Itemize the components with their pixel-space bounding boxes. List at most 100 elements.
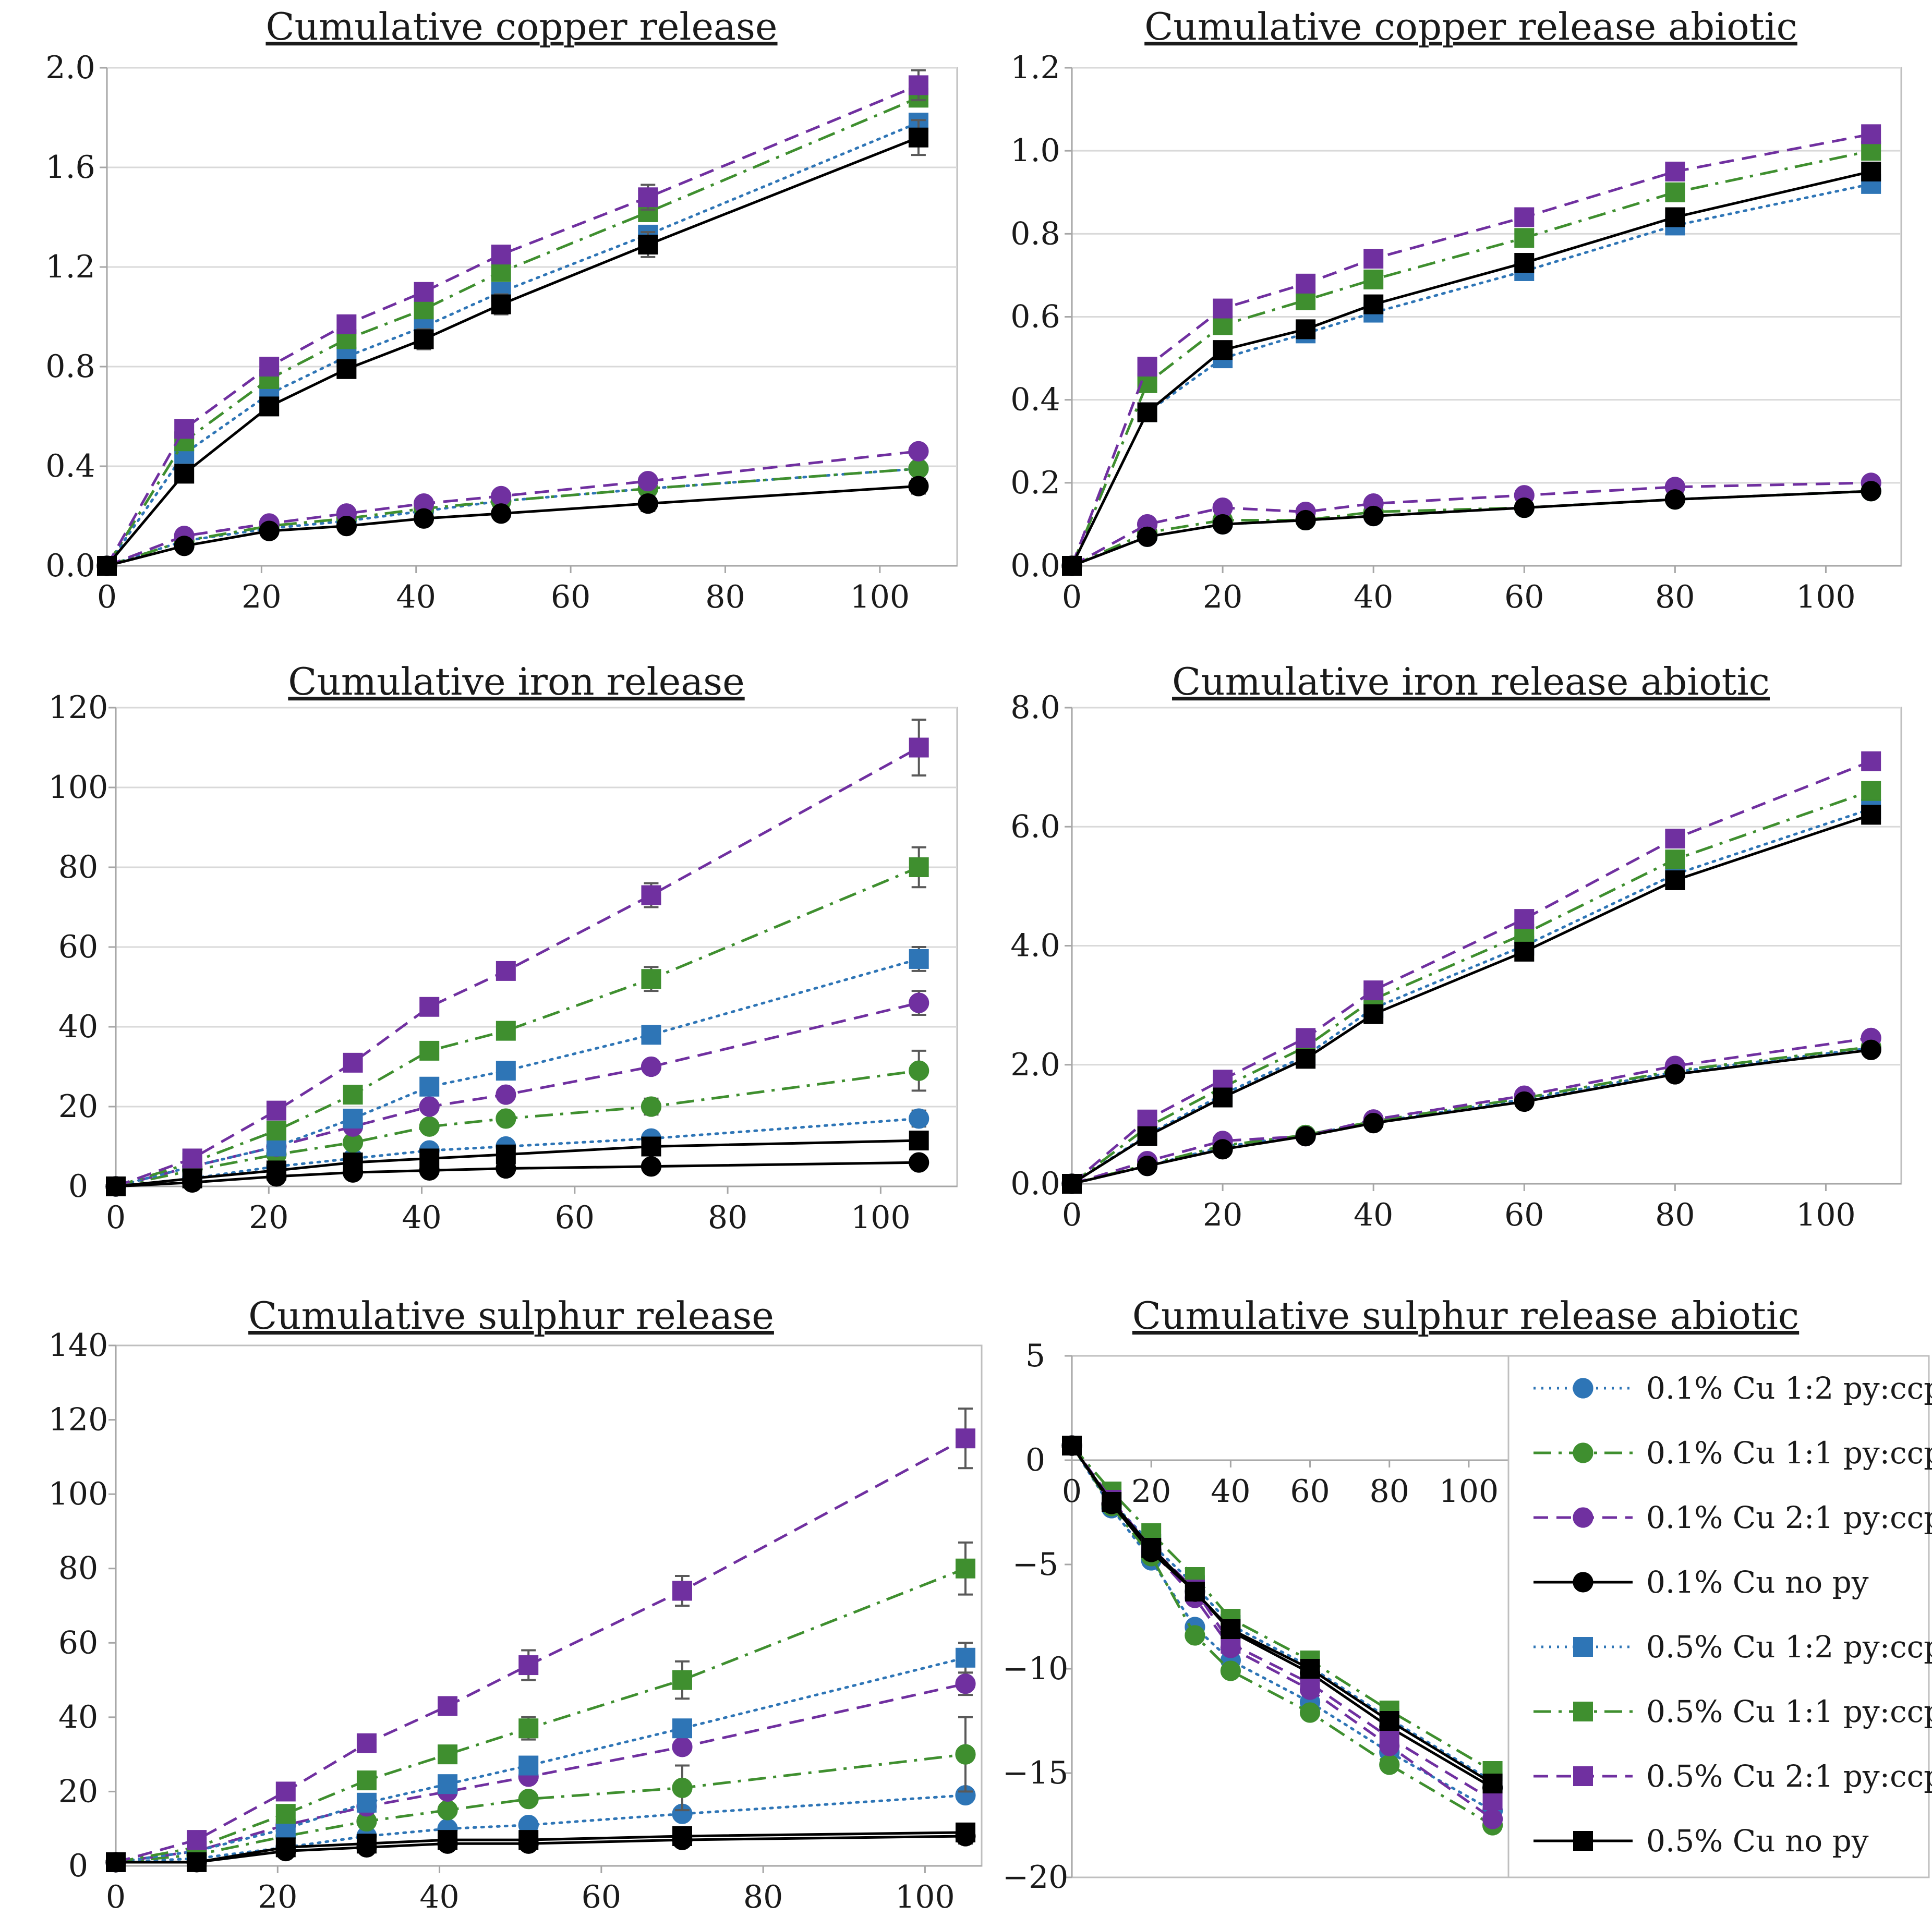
legend-label: 0.1% Cu 1:1 py:ccp — [1646, 1435, 1932, 1471]
y-tick-label: 0.4 — [1010, 382, 1060, 418]
y-tick-label: 0 — [1025, 1442, 1045, 1478]
y-tick-label: 6.0 — [1010, 808, 1060, 845]
y-tick-label: 0.0 — [1010, 548, 1060, 584]
data-point-square — [414, 329, 434, 349]
data-point-square — [1296, 319, 1316, 339]
data-point-circle — [1573, 1442, 1593, 1463]
data-point-square — [1665, 161, 1685, 181]
x-tick-label: 60 — [551, 579, 590, 615]
series-line — [106, 450, 919, 567]
series-0-5-cu-1-2-py-ccp — [1062, 799, 1881, 1194]
data-point-circle — [955, 1673, 976, 1694]
chart-title: Cumulative copper release — [265, 5, 777, 48]
data-point-square — [343, 1052, 363, 1073]
x-tick-label: 100 — [1796, 579, 1856, 615]
data-point-square — [414, 282, 434, 302]
data-point-square — [638, 235, 658, 255]
data-point-square — [438, 1774, 458, 1794]
data-point-circle — [1363, 1112, 1384, 1134]
legend-label: 0.5% Cu 1:2 py:ccp — [1646, 1629, 1932, 1665]
data-point-square — [641, 1025, 661, 1045]
data-point-square — [174, 419, 195, 439]
x-tick-label: 60 — [1504, 579, 1544, 615]
data-point-circle — [1573, 1378, 1593, 1399]
x-tick-label: 100 — [851, 1199, 911, 1236]
x-tick-label: 20 — [1203, 1197, 1242, 1233]
data-point-circle — [491, 503, 512, 524]
data-point-square — [356, 1770, 377, 1791]
x-tick-label: 60 — [555, 1199, 595, 1236]
data-point-square — [419, 1040, 440, 1061]
legend-label: 0.5% Cu no py — [1646, 1823, 1869, 1859]
chart-title: Cumulative sulphur release — [248, 1294, 774, 1338]
y-tick-label: 0.6 — [1010, 299, 1060, 335]
series-0-5-cu-1-1-py-ccp — [97, 88, 928, 576]
series-line — [114, 1794, 967, 1864]
data-point-square — [1213, 1087, 1233, 1108]
data-point-circle — [1212, 1139, 1233, 1160]
series-0-1-cu-2-1-py-ccp — [1061, 1027, 1881, 1194]
data-point-square — [259, 357, 280, 377]
data-point-square — [438, 1696, 458, 1716]
data-point-square — [518, 1755, 539, 1776]
series-line — [1070, 170, 1871, 567]
series-line — [115, 1753, 966, 1864]
data-point-circle — [955, 1744, 976, 1765]
data-point-circle — [1861, 1039, 1881, 1060]
x-tick-label: 100 — [850, 579, 910, 615]
data-point-square — [1213, 340, 1233, 360]
y-tick-label: −15 — [1003, 1755, 1069, 1791]
x-tick-label: 60 — [1504, 1197, 1544, 1233]
data-point-square — [909, 737, 929, 758]
series-line — [115, 866, 920, 1188]
data-point-circle — [1295, 509, 1316, 531]
data-point-square — [1062, 556, 1082, 576]
legend-item: 0.1% Cu 2:1 py:ccp — [1533, 1500, 1932, 1535]
series-line — [1071, 1048, 1871, 1185]
data-point-square — [909, 857, 929, 877]
series-0-1-cu-1-1-py-ccp — [105, 1716, 976, 1873]
data-point-square — [1296, 290, 1316, 310]
series-0-5-cu-1-1-py-ccp — [1062, 781, 1881, 1194]
data-point-square — [672, 1718, 692, 1739]
x-tick-label: 40 — [1211, 1473, 1250, 1510]
data-point-square — [1137, 373, 1157, 393]
data-point-square — [1514, 228, 1535, 248]
data-point-circle — [1379, 1754, 1400, 1775]
data-point-circle — [672, 1737, 693, 1757]
legend-label: 0.1% Cu 2:1 py:ccp — [1646, 1500, 1932, 1535]
data-point-square — [1861, 751, 1881, 771]
legend-box — [1507, 1355, 1930, 1878]
data-point-square — [106, 1176, 126, 1196]
x-tick-label: 80 — [1655, 1197, 1695, 1233]
series-line — [1071, 481, 1871, 567]
series-line — [1071, 760, 1872, 1185]
data-point-circle — [1514, 497, 1535, 518]
y-tick-label: −10 — [1003, 1651, 1069, 1687]
data-point-square — [672, 1581, 692, 1601]
y-tick-label: 0.8 — [45, 348, 95, 385]
x-tick-label: 0 — [97, 579, 117, 615]
y-tick-label: 1.0 — [1010, 132, 1060, 169]
data-point-circle — [1514, 1091, 1535, 1112]
data-point-square — [1363, 294, 1384, 314]
data-point-square — [1482, 1774, 1503, 1793]
series-0-5-cu-2-1-py-ccp — [106, 1408, 975, 1872]
data-point-square — [1861, 805, 1881, 825]
data-point-square — [97, 556, 117, 576]
y-tick-label: 1.6 — [45, 149, 95, 186]
data-point-circle — [419, 1116, 440, 1137]
series-0-5-cu-no-py — [97, 119, 928, 576]
y-tick-label: 140 — [49, 1327, 108, 1364]
y-tick-label: −5 — [1012, 1546, 1058, 1583]
data-point-circle — [672, 1777, 693, 1798]
data-point-square — [266, 1160, 286, 1181]
data-point-square — [641, 1136, 661, 1157]
y-tick-label: 40 — [58, 1009, 98, 1045]
y-tick-label: 20 — [58, 1773, 98, 1810]
legend-label: 0.5% Cu 1:1 py:ccp — [1646, 1694, 1932, 1729]
series-line — [105, 467, 920, 567]
data-point-square — [1665, 829, 1685, 849]
data-point-circle — [1137, 526, 1158, 547]
data-point-square — [1363, 980, 1384, 1001]
